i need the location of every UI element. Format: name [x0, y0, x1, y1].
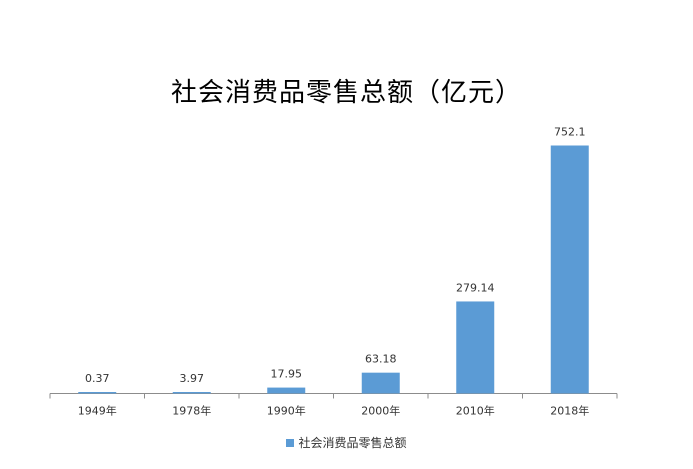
- legend: 社会消费品零售总额: [0, 434, 693, 451]
- bar: [456, 301, 495, 394]
- bar: [550, 145, 589, 394]
- x-tick-label: 1990年: [267, 404, 306, 418]
- data-label: 3.97: [180, 372, 205, 385]
- data-label: 63.18: [365, 353, 397, 366]
- x-tick-label: 2018年: [550, 404, 589, 418]
- data-label: 17.95: [271, 368, 303, 381]
- x-tick-label: 2010年: [456, 404, 495, 418]
- legend-swatch: [286, 439, 295, 447]
- bar: [361, 372, 400, 394]
- x-tick-label: 1978年: [172, 404, 211, 418]
- bar: [78, 392, 117, 394]
- data-label: 279.14: [456, 281, 495, 294]
- chart-title: 社会消费品零售总额（亿元）: [170, 78, 522, 108]
- legend-label: 社会消费品零售总额: [298, 436, 407, 450]
- bar: [267, 387, 306, 394]
- x-tick-label: 1949年: [78, 404, 117, 418]
- bar: [172, 392, 211, 394]
- x-tick-label: 2000年: [361, 404, 400, 418]
- data-label: 752.1: [554, 126, 586, 139]
- data-label: 0.37: [85, 372, 110, 385]
